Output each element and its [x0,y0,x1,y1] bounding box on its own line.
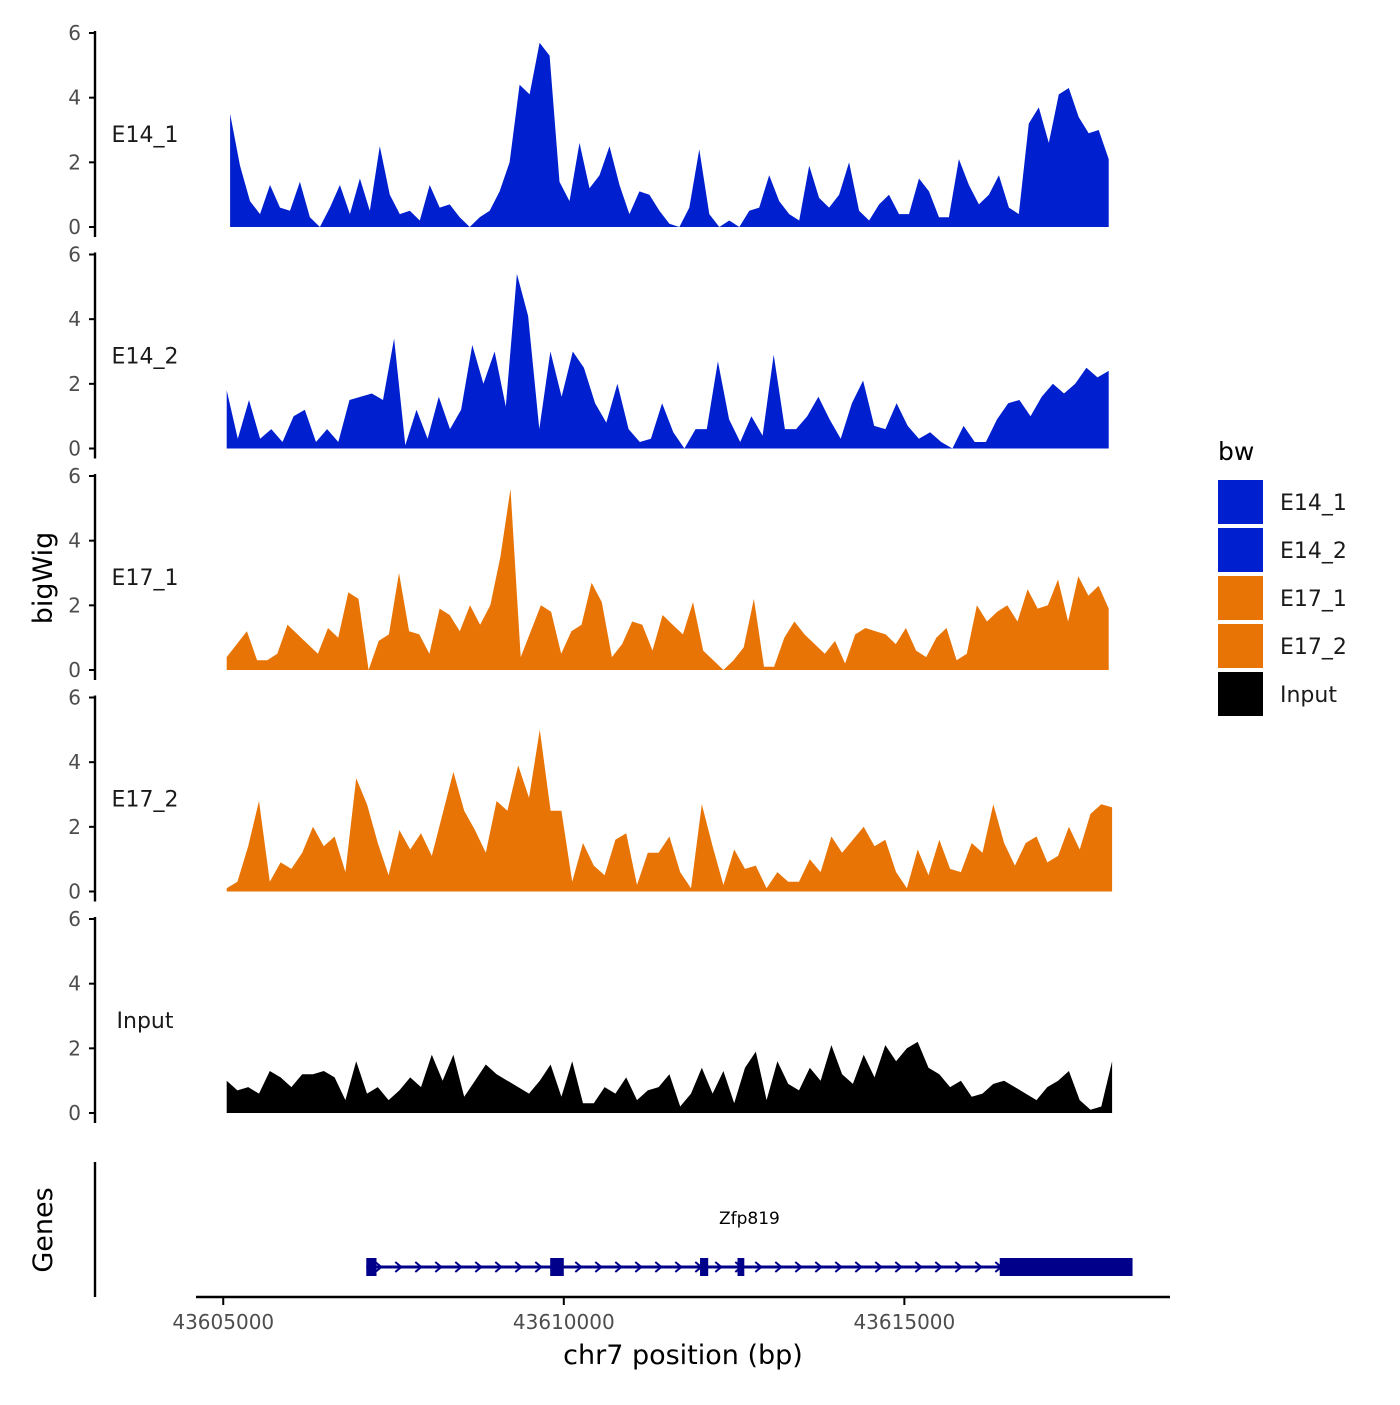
strand-arrow [974,1261,983,1273]
strand-arrow [454,1261,463,1273]
gene-exon [999,1258,1133,1276]
track-E17_1: 0 2 4 6 E17_1 [68,464,1109,682]
gene-exon [700,1258,709,1276]
y-tick-label: 4 [68,86,81,110]
strand-arrow [514,1261,523,1273]
legend-swatch-E17_1 [1218,576,1263,620]
coverage-area-E14_2 [226,273,1109,449]
strand-arrow [794,1261,803,1273]
legend-label-E17_2: E17_2 [1280,635,1347,660]
strand-arrow [714,1261,723,1273]
legend-swatch-E14_1 [1218,480,1263,524]
y-tick-label: 2 [68,593,81,617]
legend-label-E14_2: E14_2 [1280,539,1347,564]
strand-arrow [414,1261,423,1273]
strand-arrow [594,1261,603,1273]
strand-arrow [614,1261,623,1273]
track-panels: 0 2 4 6 E14_1 0 2 4 6 E14_2 0 2 4 6 E17_1 0 2 4 6 E17_2 0 2 4 6… [68,21,1113,1125]
strand-arrow [574,1261,583,1273]
strand-arrow [754,1261,763,1273]
gene-exon [366,1258,377,1276]
coverage-area-E14_1 [230,42,1109,228]
strand-arrow [674,1261,683,1273]
y-tick-label: 2 [68,1036,81,1060]
legend: bw E14_1 E14_2 E17_1 E17_2 Input [1218,437,1347,716]
gene-exon [737,1258,745,1276]
gene-exon [550,1258,564,1276]
strand-arrow [914,1261,923,1273]
track-label-E17_1: E17_1 [112,566,179,591]
strand-arrow [634,1261,643,1273]
y-tick-label: 0 [68,658,81,682]
track-label-E14_2: E14_2 [112,345,179,370]
y-tick-label: 4 [68,972,81,996]
track-E14_1: 0 2 4 6 E14_1 [68,21,1109,239]
y-tick-label: 6 [68,21,81,45]
legend-label-E14_1: E14_1 [1280,491,1347,516]
y-tick-label: 6 [68,686,81,710]
gene-track: Zfp819 43605000 43610000 43615000 [93,1162,1170,1334]
strand-arrow [894,1261,903,1273]
strand-arrow [834,1261,843,1273]
legend-title: bw [1218,437,1254,466]
track-label-E17_2: E17_2 [112,788,179,813]
legend-swatch-E17_2 [1218,624,1263,668]
y-tick-label: 4 [68,750,81,774]
coverage-area-Input [226,1041,1113,1113]
y-tick-label: 0 [68,880,81,904]
strand-arrow [434,1261,443,1273]
y-tick-label: 0 [68,1101,81,1125]
track-E14_2: 0 2 4 6 E14_2 [68,243,1109,461]
coverage-area-E17_2 [226,729,1113,892]
track-Input: 0 2 4 6 Input [68,907,1113,1125]
y-tick-label: 6 [68,243,81,267]
track-E17_2: 0 2 4 6 E17_2 [68,686,1113,904]
legend-label-Input: Input [1280,683,1337,708]
strand-arrow [814,1261,823,1273]
gene-track-title: Genes [28,1187,59,1272]
strand-arrow [874,1261,883,1273]
legend-swatch-Input [1218,672,1263,716]
track-label-E14_1: E14_1 [112,123,179,148]
y-tick-label: 2 [68,372,81,396]
legend-label-E17_1: E17_1 [1280,587,1347,612]
strand-arrow [494,1261,503,1273]
y-tick-label: 2 [68,815,81,839]
track-label-Input: Input [117,1009,174,1034]
strand-arrow [374,1261,383,1273]
y-tick-label: 4 [68,529,81,553]
strand-arrow [954,1261,963,1273]
x-tick-label: 43615000 [853,1310,955,1334]
strand-arrow [774,1261,783,1273]
y-tick-label: 0 [68,215,81,239]
y-tick-label: 6 [68,907,81,931]
strand-arrow [654,1261,663,1273]
legend-swatch-E14_2 [1218,528,1263,572]
strand-arrow [394,1261,403,1273]
strand-arrow [534,1261,543,1273]
y-axis-title: bigWig [28,532,59,625]
y-tick-label: 6 [68,464,81,488]
y-tick-label: 0 [68,437,81,461]
coverage-area-E17_1 [226,488,1109,670]
x-axis-title: chr7 position (bp) [563,1340,803,1371]
gene-name-label: Zfp819 [719,1209,780,1229]
strand-arrow [854,1261,863,1273]
strand-arrow [934,1261,943,1273]
x-tick-label: 43610000 [513,1310,615,1334]
strand-arrow [474,1261,483,1273]
y-tick-label: 4 [68,307,81,331]
x-tick-label: 43605000 [172,1310,274,1334]
y-tick-label: 2 [68,150,81,174]
